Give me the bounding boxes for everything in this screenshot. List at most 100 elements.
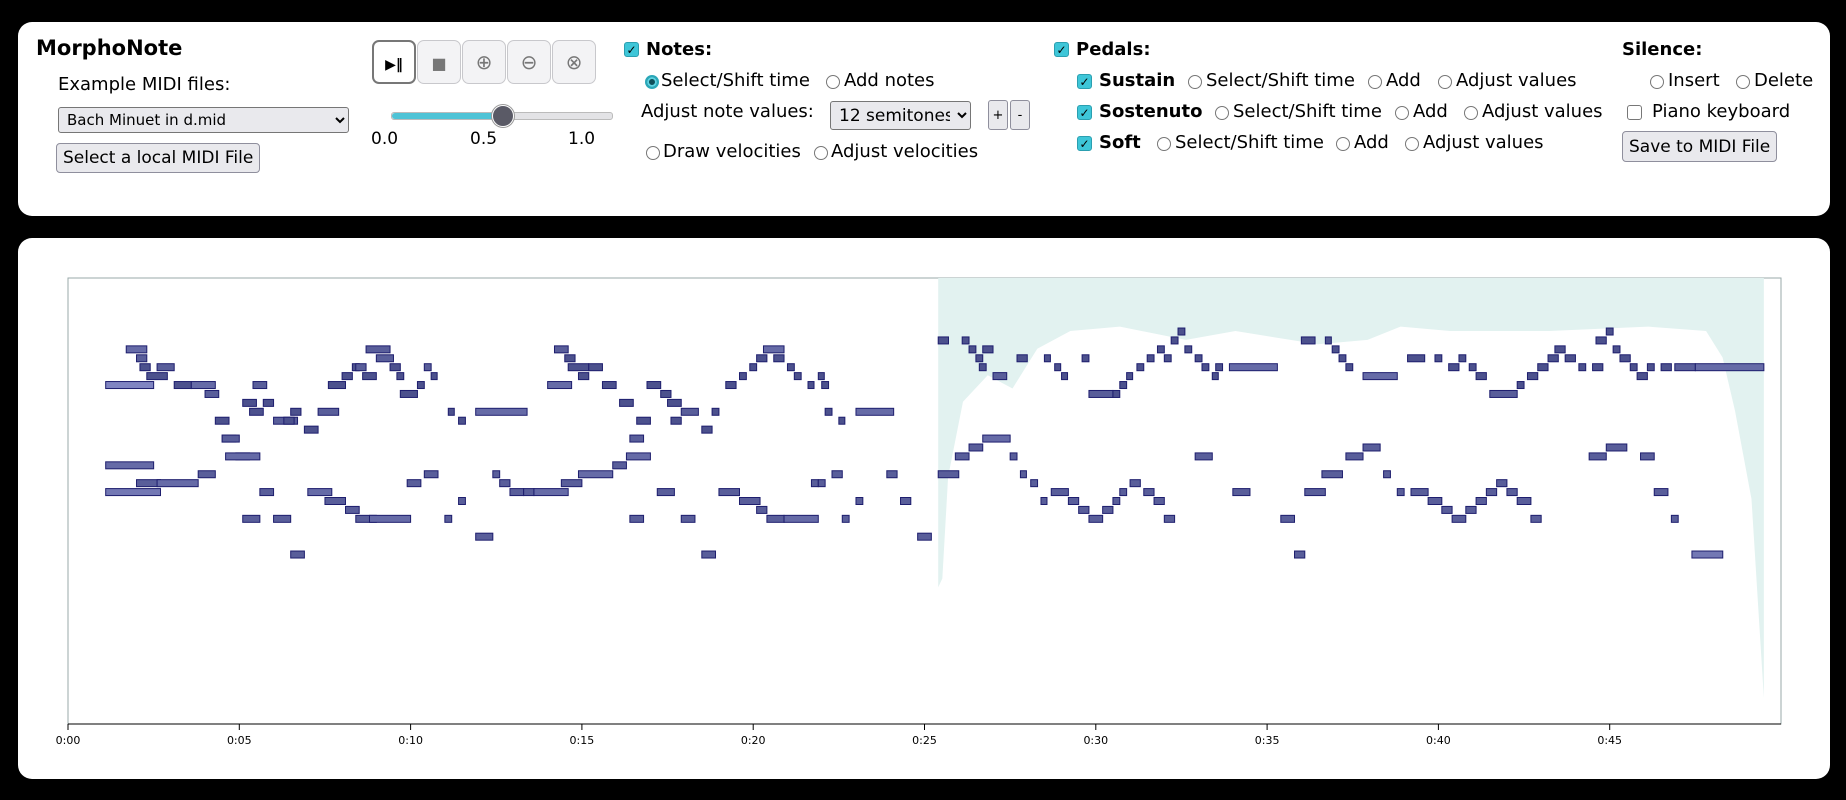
midi-note[interactable]	[1595, 336, 1607, 345]
midi-note[interactable]	[1448, 363, 1460, 372]
midi-note[interactable]	[968, 443, 984, 452]
midi-note[interactable]	[711, 407, 720, 416]
midi-note[interactable]	[1653, 488, 1669, 497]
midi-note[interactable]	[810, 479, 819, 488]
stop-button[interactable]: ■	[417, 40, 461, 84]
midi-note[interactable]	[886, 470, 898, 479]
midi-note[interactable]	[756, 505, 768, 514]
midi-note[interactable]	[725, 381, 737, 390]
midi-note[interactable]	[368, 514, 412, 523]
midi-note[interactable]	[636, 416, 651, 425]
midi-note[interactable]	[1153, 497, 1165, 505]
midi-note[interactable]	[1215, 363, 1224, 372]
midi-note[interactable]	[1050, 488, 1069, 497]
midi-note[interactable]	[961, 336, 970, 345]
midi-note[interactable]	[1129, 479, 1141, 488]
midi-note[interactable]	[173, 381, 192, 390]
zoom-in-button[interactable]: ⊕	[462, 40, 506, 84]
midi-note[interactable]	[1294, 550, 1306, 559]
midi-note[interactable]	[1194, 354, 1203, 363]
midi-note[interactable]	[444, 514, 453, 523]
midi-note[interactable]	[1321, 470, 1343, 479]
midi-note[interactable]	[824, 407, 833, 416]
midi-note[interactable]	[1163, 354, 1172, 363]
midi-note[interactable]	[242, 514, 261, 523]
midi-note[interactable]	[341, 372, 353, 381]
midi-note[interactable]	[1554, 345, 1566, 354]
silence-delete-radio[interactable]	[1736, 75, 1750, 89]
midi-note[interactable]	[807, 381, 815, 390]
midi-note[interactable]	[1061, 372, 1069, 381]
midi-note[interactable]	[1016, 354, 1028, 363]
midi-note[interactable]	[396, 372, 405, 381]
midi-note[interactable]	[1019, 470, 1027, 479]
midi-note[interactable]	[660, 389, 672, 398]
midi-note[interactable]	[701, 550, 717, 559]
midi-note[interactable]	[629, 434, 645, 443]
midi-note[interactable]	[1410, 488, 1429, 497]
midi-note[interactable]	[1211, 372, 1219, 381]
midi-note[interactable]	[423, 363, 432, 372]
midi-note[interactable]	[646, 381, 662, 390]
midi-note[interactable]	[225, 452, 261, 461]
midi-note[interactable]	[1516, 381, 1525, 390]
midi-note[interactable]	[553, 345, 569, 354]
midi-note[interactable]	[204, 389, 220, 398]
reset-button[interactable]: ⊗	[552, 40, 596, 84]
midi-note[interactable]	[475, 532, 494, 541]
midi-note[interactable]	[821, 381, 830, 390]
midi-note[interactable]	[749, 363, 758, 372]
midi-note[interactable]	[105, 461, 155, 470]
midi-note[interactable]	[389, 363, 401, 372]
midi-note[interactable]	[1228, 363, 1278, 372]
select-local-midi-button[interactable]: Select a local MIDI File	[56, 143, 261, 173]
midi-note[interactable]	[105, 488, 162, 497]
midi-note[interactable]	[547, 381, 573, 390]
midi-note[interactable]	[855, 497, 864, 505]
midi-note[interactable]	[1126, 372, 1134, 381]
midi-note[interactable]	[762, 345, 785, 354]
midi-note[interactable]	[1605, 443, 1628, 452]
midi-note[interactable]	[146, 372, 168, 381]
midi-note[interactable]	[317, 407, 340, 416]
midi-note[interactable]	[841, 514, 850, 523]
midi-note[interactable]	[303, 425, 319, 434]
midi-note[interactable]	[738, 497, 761, 505]
midi-note[interactable]	[1547, 354, 1559, 363]
midi-note[interactable]	[1009, 452, 1018, 461]
tempo-slider[interactable]	[391, 105, 613, 127]
midi-note[interactable]	[1660, 363, 1672, 372]
midi-note[interactable]	[355, 363, 367, 372]
midi-note[interactable]	[221, 434, 240, 443]
midi-note[interactable]	[273, 514, 292, 523]
add-notes-radio[interactable]	[826, 75, 840, 89]
midi-note[interactable]	[773, 354, 785, 363]
silence-insert-radio[interactable]	[1650, 75, 1664, 89]
soft-checkbox[interactable]: ✓	[1077, 136, 1092, 151]
midi-note[interactable]	[105, 381, 155, 390]
midi-note[interactable]	[1362, 372, 1398, 381]
midi-note[interactable]	[1081, 354, 1090, 363]
midi-note[interactable]	[1338, 354, 1347, 363]
midi-file-select[interactable]: Bach Minuet in d.mid	[58, 107, 349, 133]
midi-note[interactable]	[1304, 488, 1326, 497]
notes-checkbox[interactable]: ✓	[624, 42, 639, 57]
adjust-velocities-radio[interactable]	[814, 146, 828, 160]
midi-note[interactable]	[937, 470, 960, 479]
midi-note[interactable]	[1588, 452, 1607, 461]
midi-note[interactable]	[362, 372, 377, 381]
midi-note[interactable]	[1468, 363, 1477, 372]
midi-note[interactable]	[831, 470, 843, 479]
slider-thumb[interactable]	[492, 105, 514, 127]
midi-note[interactable]	[975, 354, 984, 363]
midi-note[interactable]	[156, 363, 175, 372]
sostenuto-select-shift-radio[interactable]	[1215, 106, 1229, 120]
midi-note[interactable]	[667, 398, 682, 407]
midi-note[interactable]	[1102, 505, 1114, 514]
zoom-out-button[interactable]: ⊖	[507, 40, 551, 84]
midi-note[interactable]	[564, 354, 576, 363]
midi-note[interactable]	[416, 381, 425, 390]
midi-note[interactable]	[1119, 488, 1128, 497]
midi-note[interactable]	[560, 479, 583, 488]
midi-note[interactable]	[139, 363, 151, 372]
